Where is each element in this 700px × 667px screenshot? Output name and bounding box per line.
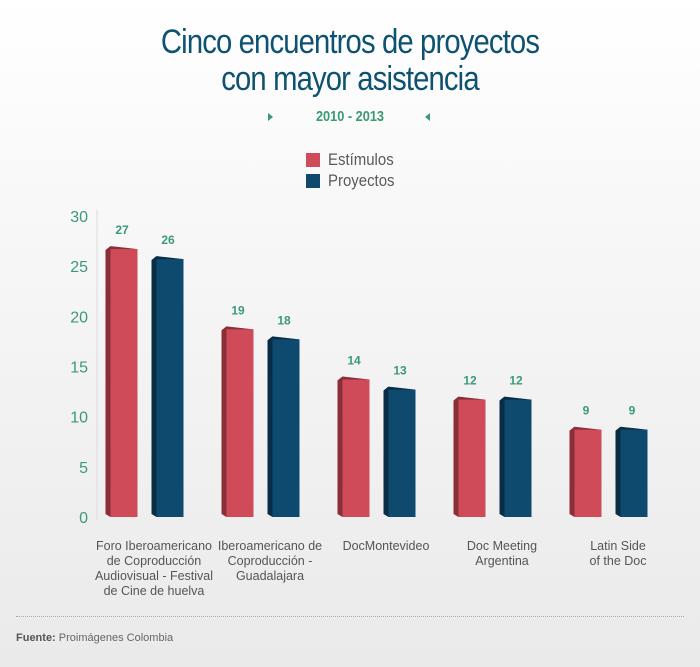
- source-label: Fuente:: [16, 632, 56, 644]
- bar-side: [569, 426, 575, 517]
- y-tick-label: 10: [70, 410, 88, 427]
- bar-value-label: 14: [347, 354, 361, 368]
- legend-label-proyectos: Proyectos: [328, 170, 395, 190]
- category-label: DocMontevideo: [316, 539, 456, 554]
- category-label: Foro Iberoamericano de Coproducción Audiov…: [84, 539, 224, 599]
- subtitle-row: 2010 - 2013: [0, 106, 700, 128]
- bar-side: [615, 426, 621, 517]
- source-text: Proimágenes Colombia: [58, 632, 174, 644]
- category-label-line: DocMontevideo: [342, 539, 430, 553]
- bar-estimulos: [574, 429, 602, 517]
- category-label-line: Audiovisual - Festival: [94, 569, 214, 583]
- bar-value-label: 9: [583, 404, 590, 418]
- bar-value-label: 19: [231, 303, 245, 317]
- bar-proyectos: [156, 259, 184, 517]
- bar-side: [337, 376, 343, 517]
- bar-value-label: 12: [509, 374, 523, 388]
- category-label-line: de Cine de huelva: [103, 584, 205, 598]
- bar-value-label: 12: [463, 374, 477, 388]
- legend-item-estimulos: Estímulos: [306, 149, 404, 170]
- chart-title: Cinco encuentros de proyectos con mayor …: [49, 24, 651, 98]
- source-note: Fuente: Proimágenes Colombia: [16, 632, 173, 644]
- title-line-2: con mayor asistencia: [221, 60, 479, 98]
- bar-value-label: 13: [393, 364, 407, 378]
- triangle-right-icon: [268, 113, 273, 121]
- category-label-line: de Coproducción: [106, 554, 202, 568]
- y-tick-label: 15: [70, 360, 88, 377]
- triangle-left-icon: [425, 113, 430, 121]
- legend-label-estimulos: Estímulos: [328, 149, 394, 169]
- bar-side: [221, 326, 227, 517]
- y-tick-label: 5: [79, 460, 88, 477]
- category-label-line: Coproducción -: [227, 554, 313, 568]
- category-label-line: Foro Iberoamericano: [95, 539, 213, 553]
- chart-subtitle: 2010 - 2013: [315, 108, 385, 125]
- bar-value-label: 27: [115, 223, 129, 237]
- legend: Estímulos Proyectos: [306, 149, 404, 191]
- bar-side: [267, 336, 273, 517]
- bar-side: [151, 256, 157, 517]
- bar-estimulos: [110, 249, 138, 517]
- legend-item-proyectos: Proyectos: [306, 170, 404, 191]
- divider-line: [16, 616, 684, 617]
- bar-estimulos: [458, 399, 486, 517]
- bar-proyectos: [388, 389, 416, 517]
- bar-proyectos: [620, 429, 648, 517]
- bar-value-label: 18: [277, 313, 291, 327]
- bar-side: [383, 386, 389, 517]
- y-tick-label: 30: [70, 209, 88, 226]
- y-tick-label: 0: [79, 510, 88, 527]
- legend-swatch-estimulos: [306, 152, 320, 167]
- category-label-line: Doc Meeting: [466, 539, 538, 553]
- bar-value-label: 9: [629, 404, 636, 418]
- category-label-line: Latin Side: [590, 539, 646, 553]
- category-label-line: Iberoamericano de: [217, 539, 323, 553]
- y-tick-label: 25: [70, 259, 88, 276]
- category-label: Latin Side of the Doc: [548, 539, 688, 569]
- bar-proyectos: [504, 399, 532, 517]
- category-label-line: Argentina: [475, 554, 529, 568]
- legend-swatch-proyectos: [306, 173, 320, 188]
- bar-estimulos: [342, 379, 370, 517]
- category-label-line: Guadalajara: [235, 569, 305, 583]
- title-line-1: Cinco encuentros de proyectos: [160, 23, 540, 61]
- bar-side: [499, 396, 505, 517]
- bar-side: [105, 246, 111, 517]
- bar-value-label: 26: [161, 233, 175, 247]
- bar-proyectos: [272, 339, 300, 517]
- bar-side: [453, 396, 459, 517]
- y-tick-label: 20: [70, 309, 88, 326]
- category-label: Doc Meeting Argentina: [432, 539, 572, 569]
- category-label-line: of the Doc: [589, 554, 647, 568]
- bar-estimulos: [226, 329, 254, 517]
- category-label: Iberoamericano de Coproducción - Guadalaja…: [200, 539, 340, 584]
